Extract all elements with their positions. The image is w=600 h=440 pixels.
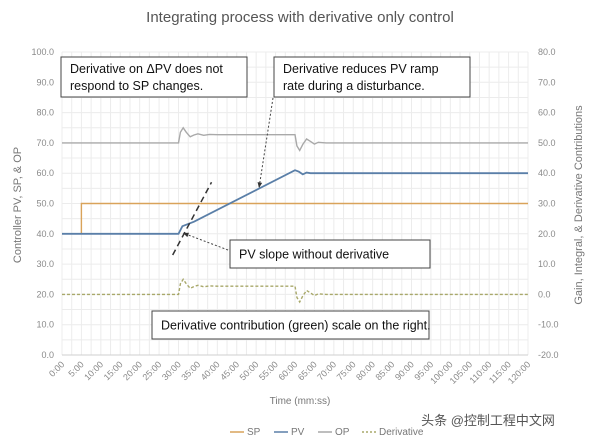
annotation-arrow-ramp-head — [257, 182, 263, 188]
x-tick-label: 50:00 — [238, 359, 261, 382]
annotation-text: respond to SP changes. — [70, 79, 203, 93]
y2-axis-label: Gain, Integral, & Derivative Contributio… — [573, 105, 585, 305]
y2-tick-label: 80.0 — [538, 47, 556, 57]
x-tick-label: 55:00 — [257, 359, 280, 382]
y-tick-label: 80.0 — [36, 108, 54, 118]
y-tick-label: 10.0 — [36, 320, 54, 330]
y-tick-label: 0.0 — [41, 350, 54, 360]
y2-tick-label: 70.0 — [538, 77, 556, 87]
x-tick-label: 75:00 — [335, 359, 358, 382]
series-line-op — [62, 126, 528, 152]
legend-label-derivative: Derivative — [379, 427, 424, 438]
x-tick-label: 25:00 — [140, 359, 163, 382]
annotation-text: Derivative reduces PV ramp — [283, 62, 439, 76]
y-tick-label: 90.0 — [36, 77, 54, 87]
x-tick-label: 30:00 — [160, 359, 183, 382]
y2-tick-label: 40.0 — [538, 168, 556, 178]
y2-tick-label: 50.0 — [538, 138, 556, 148]
y-tick-label: 60.0 — [36, 168, 54, 178]
y-tick-label: 20.0 — [36, 289, 54, 299]
annotation-text: Derivative contribution (green) scale on… — [161, 319, 431, 333]
annotation-arrow-ramp — [258, 97, 274, 189]
x-tick-label: 65:00 — [296, 359, 319, 382]
x-tick-label: 80:00 — [354, 359, 377, 382]
annotation-text: rate during a disturbance. — [283, 79, 425, 93]
x-tick-label: 70:00 — [315, 359, 338, 382]
y-tick-label: 100.0 — [31, 47, 54, 57]
x-tick-label: 45:00 — [218, 359, 241, 382]
chart-title: Integrating process with derivative only… — [146, 9, 454, 26]
annotation-box-ramp — [273, 56, 471, 98]
x-tick-label: 40:00 — [199, 359, 222, 382]
legend-label-pv: PV — [291, 427, 305, 438]
y-tick-label: 30.0 — [36, 259, 54, 269]
annotation-text: Derivative on ΔPV does not — [70, 62, 223, 76]
y2-tick-label: -10.0 — [538, 320, 559, 330]
annotation-arrow-slope-head — [183, 232, 189, 238]
y-tick-label: 70.0 — [36, 138, 54, 148]
y2-tick-label: 30.0 — [538, 199, 556, 209]
series-line-derivative — [62, 278, 528, 304]
annotation-arrow-slope — [182, 232, 229, 251]
legend-label-sp: SP — [247, 427, 261, 438]
x-tick-label: 0:00 — [47, 359, 66, 378]
x-tick-label: 20:00 — [121, 359, 144, 382]
legend-label-op: OP — [335, 427, 350, 438]
y-tick-label: 50.0 — [36, 199, 54, 209]
x-tick-label: 60:00 — [276, 359, 299, 382]
annotation-text: PV slope without derivative — [239, 248, 389, 262]
x-tick-label: 10:00 — [82, 359, 105, 382]
y2-tick-label: 20.0 — [538, 229, 556, 239]
series-line-pv — [62, 169, 528, 235]
y2-tick-label: 60.0 — [538, 108, 556, 118]
annotation-box-sp — [60, 56, 248, 98]
x-tick-label: 85:00 — [373, 359, 396, 382]
annotation-box-scale — [151, 310, 430, 340]
y2-tick-label: 10.0 — [538, 259, 556, 269]
x-tick-label: 90:00 — [393, 359, 416, 382]
x-tick-label: 15:00 — [102, 359, 125, 382]
watermark: 头条 @控制工程中文网 — [421, 413, 555, 428]
y2-tick-label: 0.0 — [538, 289, 551, 299]
x-axis-label: Time (mm:ss) — [270, 396, 331, 407]
y2-tick-label: -20.0 — [538, 350, 559, 360]
annotation-box-slope — [229, 239, 431, 269]
slope-reference-line — [172, 181, 213, 256]
x-tick-label: 35:00 — [179, 359, 202, 382]
y-tick-label: 40.0 — [36, 229, 54, 239]
y-axis-label: Controller PV, SP, & OP — [12, 147, 24, 263]
